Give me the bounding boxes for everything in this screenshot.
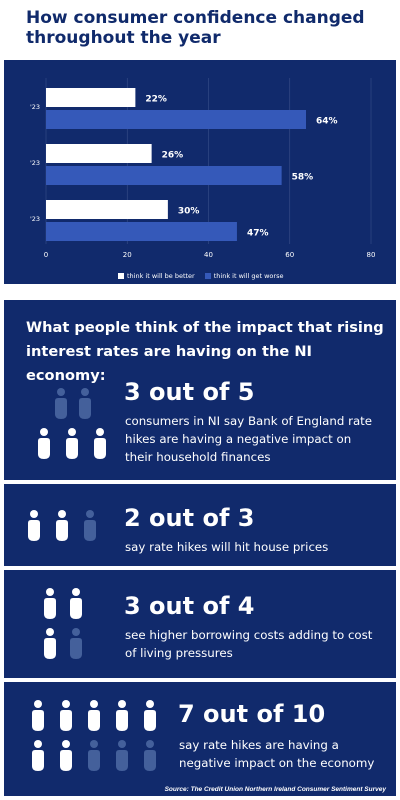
- people-graphic-2-of-3: [28, 510, 96, 541]
- people-graphic-3-of-5: [38, 388, 106, 459]
- bar-worse: [46, 110, 306, 129]
- person-icon: [79, 388, 91, 419]
- person-icon: [32, 700, 44, 731]
- person-icon: [32, 740, 44, 771]
- source-note: Source: The Credit Union Northern Irelan…: [164, 786, 386, 793]
- stat-description: see higher borrowing costs adding to cos…: [125, 628, 373, 660]
- category-label: '23: [30, 215, 40, 223]
- legend-item-worse: think it will get worse: [204, 272, 284, 280]
- person-icon: [44, 588, 56, 619]
- person-icon: [28, 510, 40, 541]
- person-icon: [144, 700, 156, 731]
- bar-worse: [46, 222, 237, 241]
- person-icon: [44, 628, 56, 659]
- data-label: 22%: [145, 95, 167, 105]
- person-icon: [116, 740, 128, 771]
- x-tick-label: 0: [44, 251, 48, 259]
- person-icon: [60, 700, 72, 731]
- stat-description: consumers in NI say Bank of England rate…: [125, 414, 373, 464]
- impact-heading: What people think of the impact that ris…: [26, 319, 384, 384]
- person-icon: [88, 700, 100, 731]
- legend-swatch-better: [118, 273, 124, 279]
- stat-figure: 3 out of 5: [124, 378, 255, 406]
- stat-figure: 3 out of 4: [124, 592, 255, 620]
- impact-panel: What people think of the impact that ris…: [4, 300, 396, 480]
- person-icon: [38, 428, 50, 459]
- category-label: '23: [30, 159, 40, 167]
- person-icon: [88, 740, 100, 771]
- x-tick-label: 40: [204, 251, 213, 259]
- legend-label-worse: think it will get worse: [213, 272, 284, 280]
- person-icon: [55, 388, 67, 419]
- bar-better: [46, 144, 152, 163]
- people-graphic-7-of-10: [32, 700, 156, 771]
- person-icon: [94, 428, 106, 459]
- person-icon: [116, 700, 128, 731]
- data-label: 64%: [316, 117, 338, 127]
- bar-worse: [46, 166, 282, 185]
- person-icon: [56, 510, 68, 541]
- data-label: 58%: [292, 173, 314, 183]
- people-graphic-3-of-4: [44, 588, 82, 659]
- stat-description: say rate hikes are having a negative imp…: [179, 738, 375, 770]
- person-icon: [60, 740, 72, 771]
- legend-item-better: think it will be better: [118, 272, 195, 280]
- person-icon: [144, 740, 156, 771]
- legend-swatch-worse: [204, 273, 211, 279]
- confidence-chart-panel: 0 20 40 60 80 '23 22% 64% '23 26% 58% '23 30% 47%: [4, 60, 396, 284]
- page-title: How consumer confidence changed througho…: [26, 8, 365, 48]
- bar-better: [46, 88, 136, 107]
- confidence-bar-chart: 0 20 40 60 80 '23 22% 64% '23 26% 58% '23 30% 47%: [30, 78, 376, 259]
- person-icon: [84, 510, 96, 541]
- person-icon: [66, 428, 78, 459]
- stat-figure: 2 out of 3: [124, 504, 255, 532]
- person-icon: [70, 628, 82, 659]
- x-tick-label: 60: [285, 251, 294, 259]
- stat-description: say rate hikes will hit house prices: [125, 540, 329, 554]
- person-icon: [70, 588, 82, 619]
- bar-better: [46, 200, 168, 219]
- x-tick-label: 20: [123, 251, 132, 259]
- chart-legend: think it will be better think it will ge…: [118, 271, 283, 281]
- data-label: 30%: [178, 207, 200, 217]
- x-tick-label: 80: [367, 251, 376, 259]
- legend-label-better: think it will be better: [127, 272, 195, 280]
- stat-panel-3-of-4: 3 out of 4 see higher borrowing costs ad…: [4, 570, 396, 678]
- data-label: 26%: [162, 151, 184, 161]
- stat-panel-2-of-3: 2 out of 3 say rate hikes will hit house…: [4, 484, 396, 566]
- data-label: 47%: [247, 229, 269, 239]
- stat-panel-7-of-10: 7 out of 10 say rate hikes are having a …: [4, 682, 396, 796]
- stat-figure: 7 out of 10: [178, 700, 326, 728]
- category-label: '23: [30, 103, 40, 111]
